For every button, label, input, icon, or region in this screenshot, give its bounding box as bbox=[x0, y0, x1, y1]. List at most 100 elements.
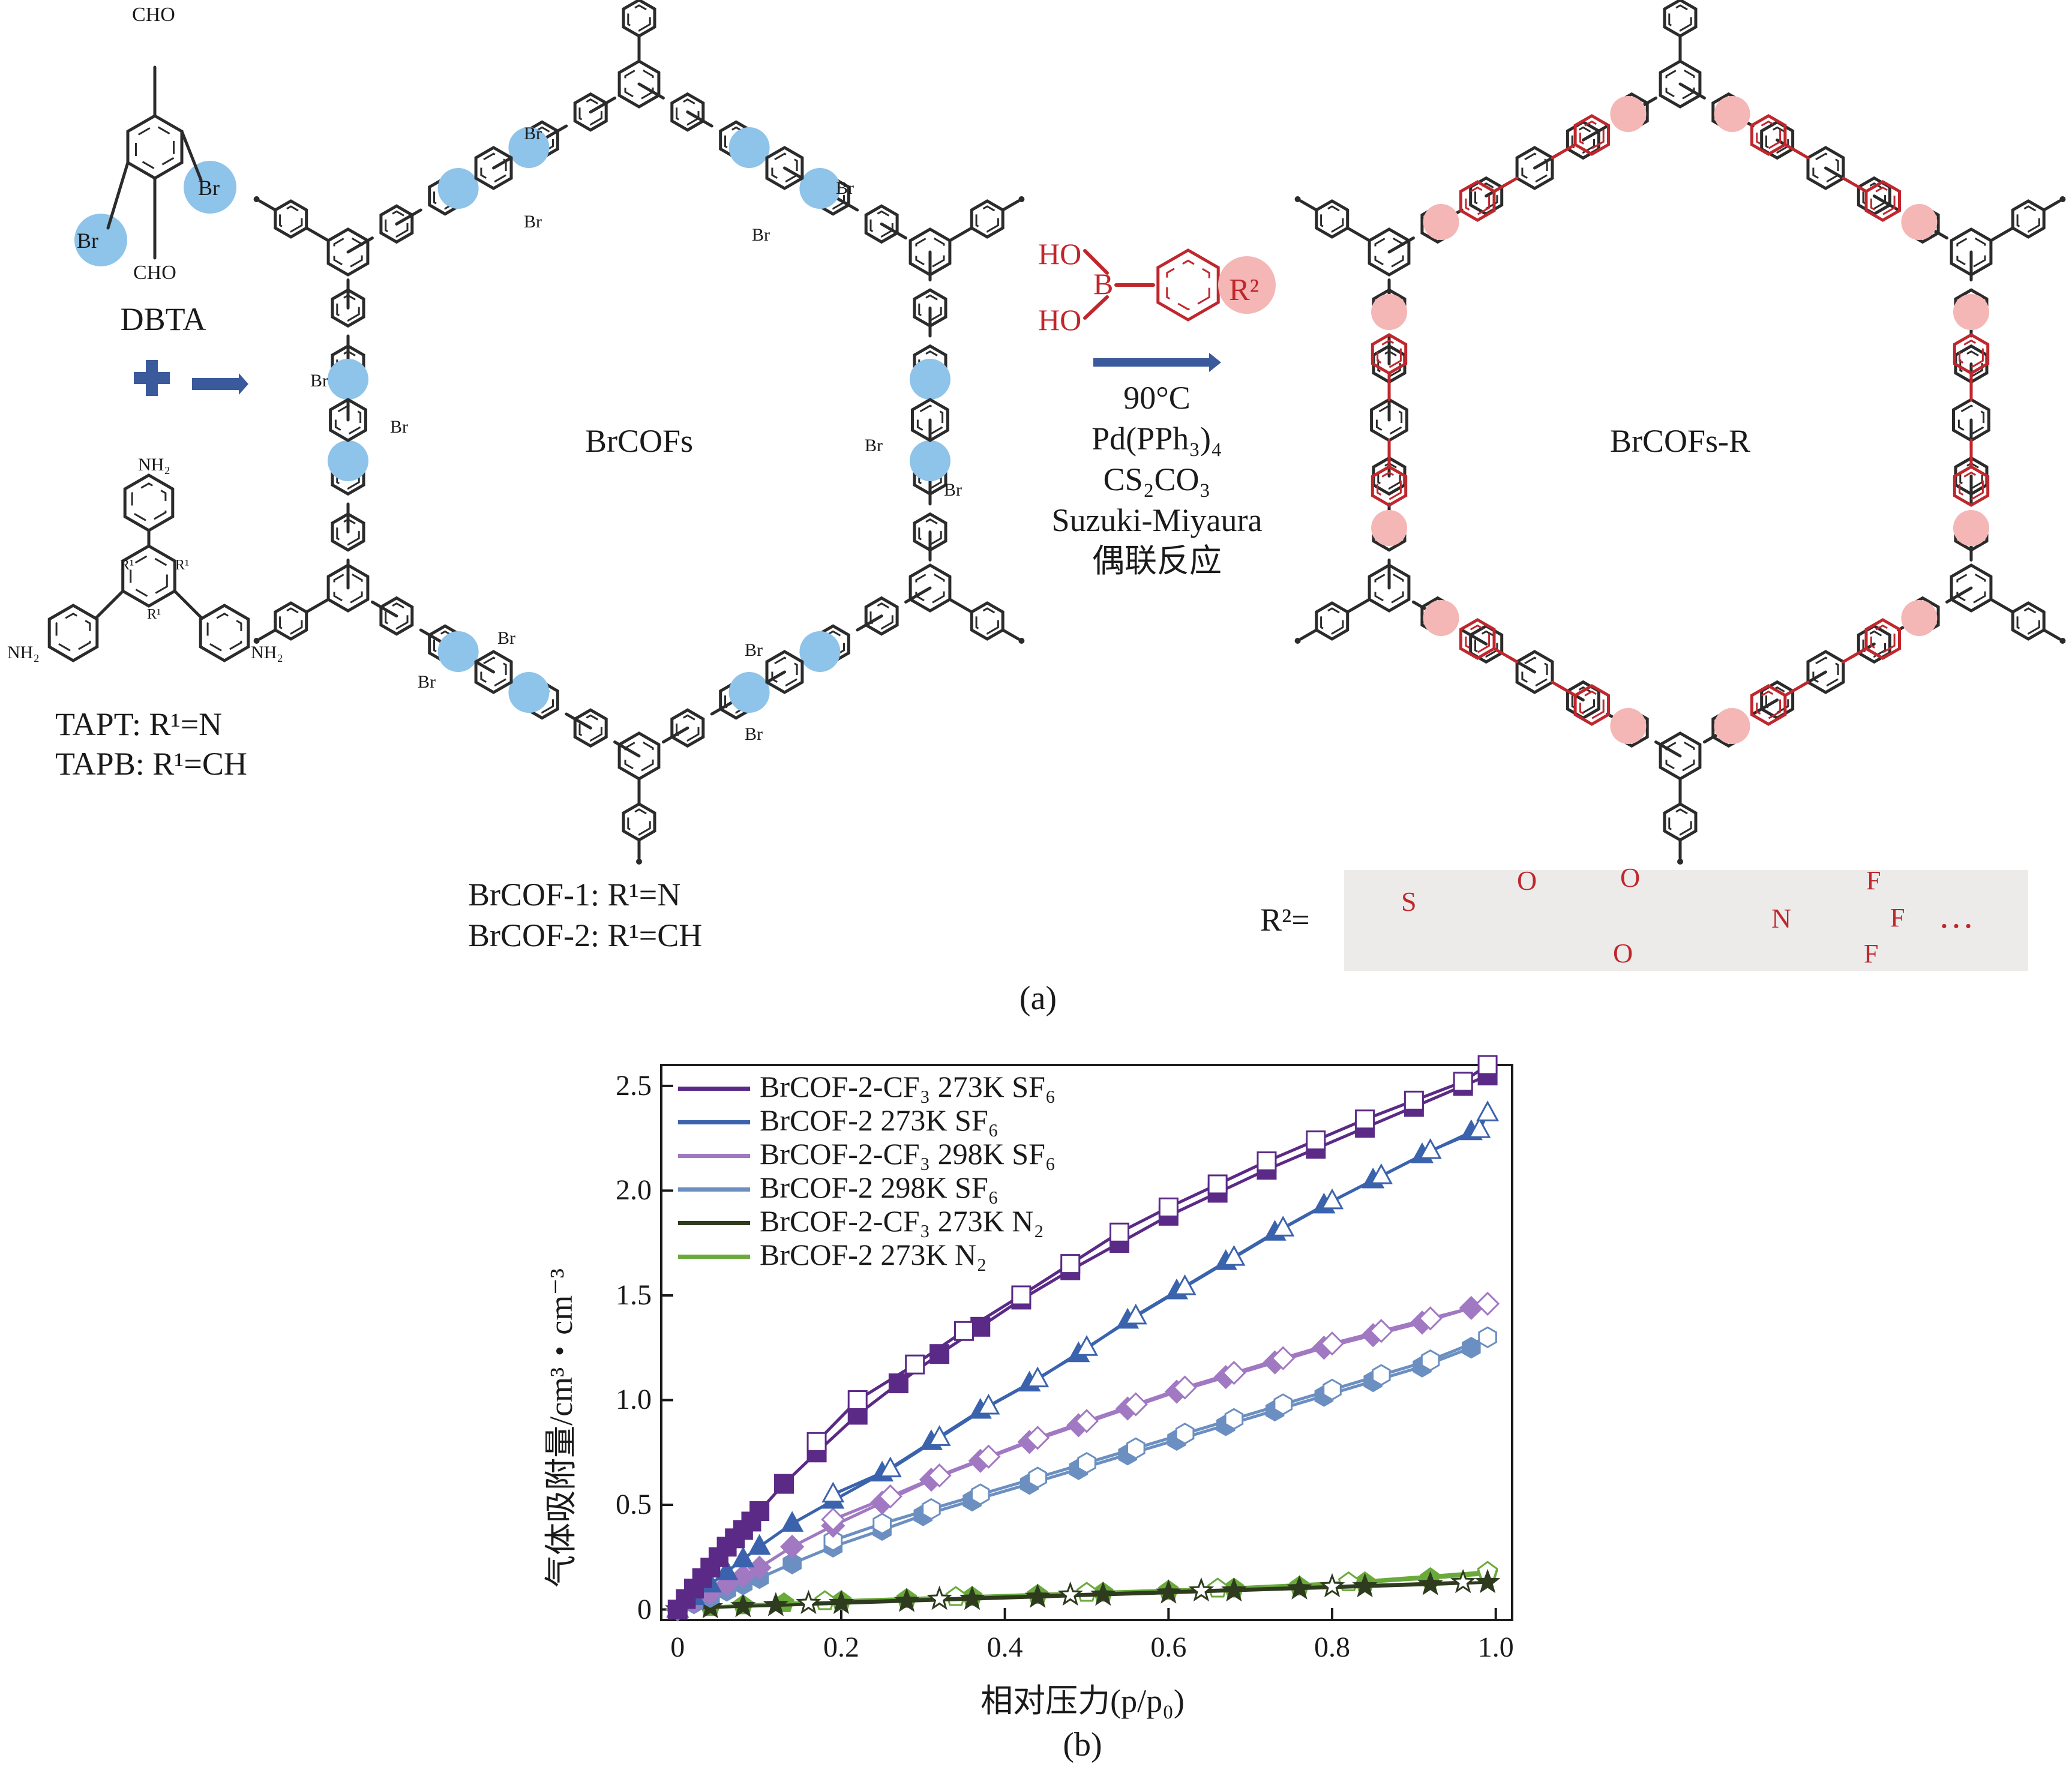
legend-label: BrCOF-2-CF₃ 298K SF₆ bbox=[760, 1137, 1056, 1171]
condition-reaction-name: Suzuki-Miyaura bbox=[1051, 502, 1263, 538]
ring-inner-bond bbox=[869, 602, 893, 630]
ring-outline bbox=[1864, 618, 1901, 660]
framework-bond bbox=[589, 96, 617, 114]
ring-inner-bond bbox=[279, 607, 303, 635]
framework-bond bbox=[1581, 124, 1609, 142]
caption-b: (b) bbox=[1063, 1726, 1102, 1763]
data-point bbox=[970, 1316, 991, 1337]
ring-inner-bond bbox=[385, 602, 409, 630]
br-site-1: Br bbox=[524, 124, 542, 143]
data-point bbox=[1026, 1366, 1050, 1388]
ring-inner-bond bbox=[480, 152, 507, 184]
continuation-dot bbox=[1294, 196, 1301, 202]
br-site-5: Br bbox=[310, 371, 328, 391]
ring-inner-bond bbox=[2016, 205, 2040, 233]
tapt-label: TAPT: R¹=N bbox=[55, 706, 223, 742]
ring-outline bbox=[2011, 601, 2046, 641]
aryl-bond bbox=[1842, 176, 1868, 193]
data-point bbox=[1475, 1291, 1500, 1316]
data-point bbox=[1320, 1331, 1345, 1356]
data-point bbox=[953, 1321, 974, 1341]
data-point bbox=[731, 1546, 755, 1568]
core-ring bbox=[121, 544, 176, 608]
r-group-highlight bbox=[1953, 510, 1989, 546]
ring-inner-bond bbox=[915, 235, 945, 269]
r2-more-ellipsis: … bbox=[1938, 896, 1974, 935]
triazine-node bbox=[326, 563, 370, 613]
ring-inner-bond bbox=[1668, 4, 1692, 32]
dbta-br-left: Br bbox=[77, 229, 98, 253]
ring-outline bbox=[1459, 618, 1496, 660]
data-point bbox=[763, 1592, 789, 1616]
data-point bbox=[929, 1344, 950, 1364]
bond-line bbox=[106, 161, 130, 230]
framework-bond bbox=[1460, 628, 1488, 646]
x-tick-label: 0 bbox=[670, 1631, 685, 1663]
legend-label: BrCOF-2 273K SF₆ bbox=[760, 1103, 999, 1137]
data-point bbox=[1369, 1319, 1393, 1343]
ring-inner-bond bbox=[918, 518, 942, 546]
legend-swatch bbox=[678, 1255, 750, 1259]
ring-inner-bond bbox=[279, 205, 303, 233]
framework-bond bbox=[565, 712, 592, 730]
data-point bbox=[1462, 1336, 1481, 1359]
reaction-arrow bbox=[1093, 353, 1221, 372]
ring-inner-bond bbox=[1665, 739, 1695, 773]
ring-outline bbox=[1371, 465, 1408, 507]
data-point bbox=[1221, 1577, 1247, 1602]
ring-outline bbox=[274, 601, 308, 641]
bromine-highlight bbox=[328, 359, 369, 400]
ring-inner-bond bbox=[336, 462, 360, 490]
ring-outline bbox=[331, 288, 365, 328]
framework-bond bbox=[2042, 628, 2061, 641]
framework-bond bbox=[1989, 598, 2014, 614]
aryl-bond bbox=[1783, 143, 1810, 160]
reagent-ho-top: HO bbox=[1038, 237, 1082, 271]
appended-ring bbox=[1459, 618, 1496, 660]
data-point bbox=[1372, 1364, 1391, 1386]
plus-vertical bbox=[146, 360, 158, 396]
y-tick-label: 0 bbox=[637, 1593, 652, 1625]
ring-outline bbox=[911, 398, 949, 442]
ring-outline bbox=[1659, 59, 1702, 109]
framework-ring bbox=[913, 512, 947, 552]
ring-inner-bond bbox=[821, 182, 845, 210]
ring-inner-bond bbox=[1377, 462, 1401, 490]
x-tick-label: 0.4 bbox=[986, 1631, 1023, 1663]
data-point bbox=[1418, 1306, 1443, 1331]
y-tick-label: 0.5 bbox=[616, 1489, 652, 1521]
data-point bbox=[781, 1511, 804, 1532]
data-point bbox=[1126, 1437, 1146, 1460]
data-point bbox=[1450, 1568, 1476, 1594]
data-point bbox=[823, 1529, 843, 1552]
triazine-node bbox=[1368, 563, 1411, 613]
framework-bond bbox=[1346, 226, 1371, 242]
continuation-dot bbox=[636, 859, 642, 865]
data-point bbox=[782, 1552, 802, 1575]
legend-item: BrCOF-2-CF₃ 273K N₂ bbox=[678, 1204, 1218, 1238]
continuation-dot bbox=[253, 196, 260, 202]
plot-frame bbox=[660, 1064, 1513, 1621]
data-point bbox=[905, 1354, 925, 1375]
ring-inner-bond bbox=[627, 808, 651, 836]
ring-inner-bond bbox=[624, 739, 654, 773]
framework-ring bbox=[573, 708, 608, 748]
ring-outline bbox=[1663, 0, 1698, 38]
appended-ring bbox=[1864, 618, 1901, 660]
continuation-dot bbox=[1018, 196, 1025, 202]
ring-inner-bond bbox=[624, 67, 654, 101]
r2-ester-o-bottom: O bbox=[1613, 938, 1633, 968]
br-site-9: Br bbox=[497, 628, 515, 648]
ring-inner-bond bbox=[1956, 571, 1986, 605]
ring-inner-bond bbox=[1765, 126, 1789, 154]
dbta-br-right: Br bbox=[198, 176, 220, 200]
aryl-bond bbox=[1783, 680, 1810, 697]
triazine-node bbox=[1659, 59, 1702, 109]
dibromo-ring bbox=[474, 650, 513, 694]
ring-inner-bond bbox=[1474, 630, 1498, 658]
continuation-dot bbox=[253, 638, 260, 644]
data-point bbox=[1369, 1163, 1393, 1184]
ring-outline bbox=[864, 596, 899, 636]
data-point bbox=[847, 1390, 868, 1410]
amine-ring-left bbox=[47, 604, 99, 662]
